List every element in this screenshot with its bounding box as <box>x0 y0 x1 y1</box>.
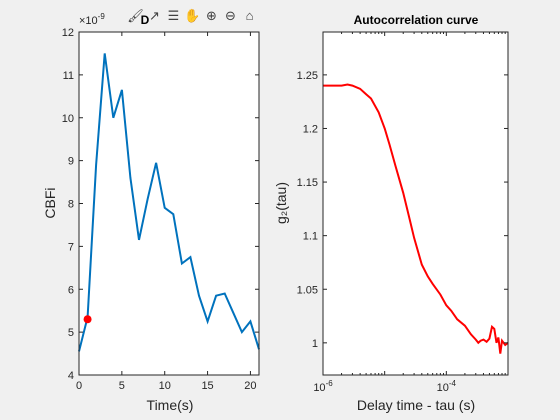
right-plot-area <box>323 32 508 375</box>
right-y-tick-label: 1.25 <box>297 70 318 82</box>
left-y-tick-label: 9 <box>68 156 74 168</box>
left-x-tick-label: 0 <box>76 380 82 392</box>
left-y-exponent: ×10-9 <box>79 12 105 27</box>
left-y-tick-label: 12 <box>62 27 74 39</box>
right-axes: 10-6 10-411.051.11.151.21.25 Autocorrelat… <box>273 13 508 413</box>
left-x-tick-label: 20 <box>244 380 256 392</box>
left-x-tick-label: 10 <box>159 380 171 392</box>
left-y-tick-label: 4 <box>68 370 74 382</box>
left-x-axis-label: Time(s) <box>147 397 194 413</box>
right-chart-title: Autocorrelation curve <box>354 13 479 27</box>
right-x-tick-label: 10-6 <box>313 379 333 394</box>
left-y-tick-label: 6 <box>68 284 74 296</box>
right-y-tick-label: 1.2 <box>303 123 318 135</box>
left-y-axis-label: CBFi <box>42 187 58 218</box>
right-y-tick-label: 1.1 <box>303 231 318 243</box>
tick-base: 10 <box>437 382 449 394</box>
tick-exponent: -4 <box>449 379 457 388</box>
right-y-axis-label: g₂(tau) <box>273 182 289 224</box>
exponent-base: ×10 <box>79 15 98 27</box>
right-x-axis-label: Delay time - tau (s) <box>357 397 475 413</box>
left-chart-title: D <box>141 13 150 27</box>
left-plot-area <box>79 32 259 375</box>
left-x-tick-label: 5 <box>119 380 125 392</box>
left-y-tick-label: 10 <box>62 113 74 125</box>
right-x-tick-label: 10-4 <box>437 379 457 394</box>
left-axes: 0 5 10 15 20 4 5 6 7 8 9 10 11 12 D Time(s) CBFi ×10-… <box>42 12 259 413</box>
left-y-tick-label: 7 <box>68 241 74 253</box>
left-x-tick-label: 15 <box>201 380 213 392</box>
tick-base: 10 <box>313 382 325 394</box>
right-y-tick-label: 1.05 <box>297 284 318 296</box>
current-time-marker <box>84 315 92 323</box>
left-y-tick-label: 11 <box>63 70 74 82</box>
exponent-power: -9 <box>98 12 106 21</box>
right-y-tick-label: 1 <box>312 338 318 350</box>
tick-exponent: -6 <box>326 379 334 388</box>
left-y-tick-label: 5 <box>68 327 74 339</box>
right-y-tick-label: 1.15 <box>297 177 318 189</box>
left-y-tick-label: 8 <box>68 199 74 211</box>
